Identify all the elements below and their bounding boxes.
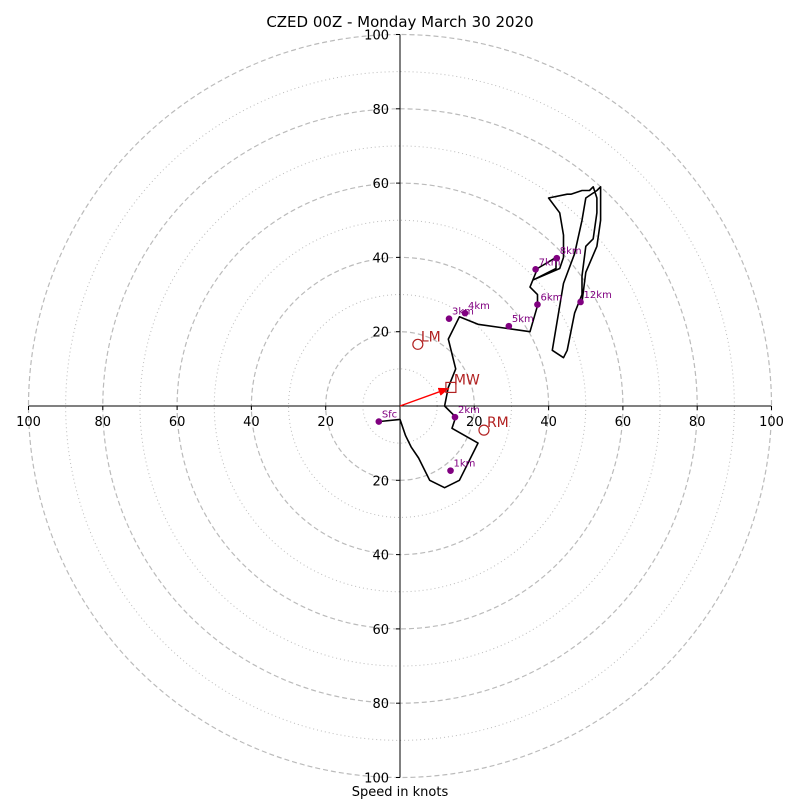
y-tick-label: 60: [372, 623, 389, 638]
y-tick-label: 40: [372, 549, 389, 564]
hodograph-trace: [378, 186, 602, 489]
chart-title: CZED 00Z - Monday March 30 2020: [266, 13, 533, 31]
x-axis-label: Speed in knots: [352, 785, 449, 800]
y-tick-label: 100: [364, 772, 389, 787]
x-tick-label: 100: [759, 415, 784, 430]
height-marker-12km: [577, 298, 584, 306]
height-marker-1km: [447, 467, 454, 474]
storm-marker-rm: [478, 424, 490, 436]
height-label-7km: 7km: [539, 257, 561, 268]
x-tick-label: 20: [317, 415, 334, 430]
x-tick-label: 60: [615, 415, 632, 430]
height-marker-8km: [553, 254, 561, 262]
storm-label-lm: LM: [421, 329, 441, 345]
x-tick-label: 80: [95, 415, 112, 430]
height-marker-4km: [461, 309, 469, 317]
height-marker-3km: [445, 315, 453, 322]
height-marker-2km: [451, 413, 459, 421]
x-tick-label: 40: [540, 415, 557, 430]
height-marker-5km: [505, 322, 513, 330]
storm-marker-lm: [412, 338, 424, 350]
storm-marker-mw: [445, 381, 457, 394]
storm-motion-markers: LM RM MW: [399, 329, 509, 436]
height-label-8km: 8km: [560, 246, 582, 257]
height-marker-7km: [532, 265, 539, 273]
x-tick-label: 80: [689, 415, 706, 430]
height-label-sfc: Sfc: [382, 410, 397, 421]
x-tick-label: 40: [243, 415, 260, 430]
height-marker-sfc: [375, 418, 383, 425]
x-tick-label: 20: [466, 415, 483, 430]
y-tick-label: 20: [372, 474, 389, 489]
storm-label-rm: RM: [487, 415, 509, 431]
height-label-12km: 12km: [584, 290, 612, 301]
height-label-2km: 2km: [458, 405, 480, 416]
y-tick-label: 100: [364, 29, 389, 44]
height-label-5km: 5km: [512, 314, 534, 325]
x-tick-label: 100: [16, 415, 41, 430]
y-tick-label: 20: [372, 326, 389, 341]
height-label-6km: 6km: [540, 293, 562, 304]
height-markers: Sfc1km2km3km4km5km6km7km8km12km: [375, 246, 612, 474]
y-tick-label: 40: [372, 251, 389, 266]
y-tick-label: 60: [372, 177, 389, 192]
y-tick-label: 80: [372, 697, 389, 712]
height-label-4km: 4km: [468, 301, 490, 312]
height-label-1km: 1km: [454, 459, 476, 470]
storm-label-mw: MW: [454, 372, 480, 388]
hodograph-line: [378, 186, 602, 489]
height-marker-6km: [534, 301, 541, 308]
y-tick-label: 80: [372, 103, 389, 118]
x-tick-label: 60: [169, 415, 186, 430]
tick-labels: 100 80 60 40 20 20 40 60 80 100 100 80 60 40 20 20 40 60 8…: [16, 29, 784, 787]
mean-wind-arrow: [399, 387, 450, 407]
